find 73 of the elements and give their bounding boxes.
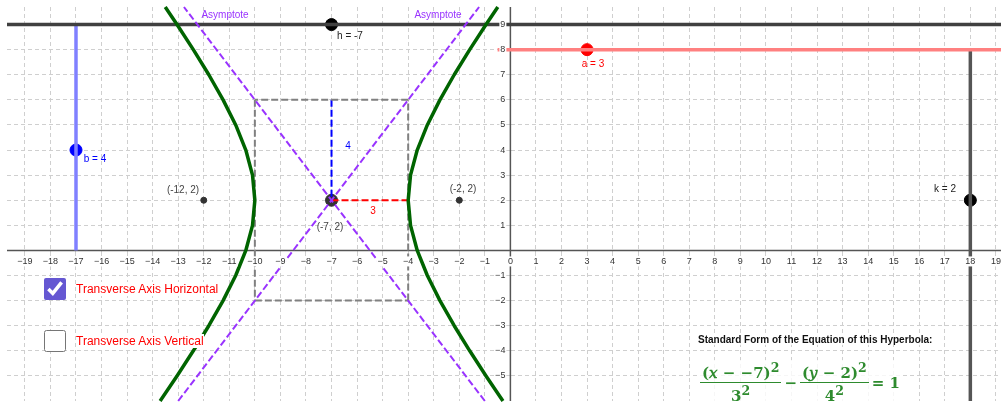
x-tick-label: 15 bbox=[888, 255, 899, 266]
y-tick-label: 5 bbox=[500, 119, 506, 130]
x-tick-label: −10 bbox=[247, 255, 263, 266]
x-tick-label: 8 bbox=[712, 255, 718, 266]
y-tick-label: −4 bbox=[495, 345, 506, 356]
x-tick-label: 17 bbox=[939, 255, 950, 266]
annotation: h = -7 bbox=[337, 29, 364, 41]
annotation: 3$^{2}$ bbox=[731, 383, 751, 405]
x-tick-label: 13 bbox=[837, 255, 848, 266]
annotation: (𝑥 − −7)$^{2}$ bbox=[700, 360, 782, 383]
x-tick-label: −6 bbox=[351, 255, 363, 266]
y-tick-label: −1 bbox=[495, 270, 506, 281]
annotation: (-7, 2) bbox=[316, 220, 344, 232]
x-tick-label: −9 bbox=[275, 255, 286, 266]
x-tick-label: −14 bbox=[145, 255, 161, 266]
x-tick-label: −3 bbox=[428, 255, 439, 266]
annotation: b = 4 bbox=[83, 152, 107, 164]
annotation: (-2, 2) bbox=[449, 182, 477, 194]
y-tick-label: 6 bbox=[500, 94, 506, 105]
annotation: Asymptote bbox=[414, 8, 463, 20]
x-tick-label: −8 bbox=[300, 255, 312, 266]
x-tick-label: 6 bbox=[661, 255, 667, 266]
x-tick-label: 1 bbox=[533, 255, 539, 266]
x-tick-label: 18 bbox=[965, 255, 976, 266]
x-tick-label: 0 bbox=[507, 255, 513, 266]
annotation: 4$^{2}$ bbox=[824, 383, 844, 405]
y-tick-label: 4 bbox=[500, 144, 506, 155]
y-tick-label: 1 bbox=[500, 219, 506, 230]
y-tick-label: 2 bbox=[500, 194, 506, 205]
x-tick-label: 19 bbox=[990, 255, 1001, 266]
annotation: Asymptote bbox=[201, 8, 250, 20]
annotation: (-12, 2) bbox=[166, 183, 200, 195]
x-tick-label: −7 bbox=[326, 255, 337, 266]
x-tick-label: 11 bbox=[786, 255, 797, 266]
x-tick-label: 12 bbox=[812, 255, 823, 266]
annotation: Standard Form of the Equation of this Hyperbola: bbox=[698, 334, 933, 345]
y-tick-label: −3 bbox=[495, 320, 506, 331]
y-tick-label: 3 bbox=[500, 169, 506, 180]
annotation: = 1 bbox=[871, 373, 901, 392]
x-tick-label: 16 bbox=[914, 255, 925, 266]
x-tick-label: −19 bbox=[17, 255, 33, 266]
x-tick-label: −4 bbox=[403, 255, 414, 266]
annotation: 3 bbox=[370, 204, 377, 216]
annotation: (𝑦 − 2)$^{2}$ bbox=[799, 360, 869, 383]
x-tick-label: 4 bbox=[610, 255, 616, 266]
x-tick-label: −11 bbox=[222, 255, 237, 266]
x-tick-label: −16 bbox=[93, 255, 110, 266]
y-tick-label: 8 bbox=[500, 44, 506, 55]
x-tick-label: 10 bbox=[760, 255, 771, 266]
x-tick-label: −18 bbox=[42, 255, 59, 266]
x-tick-label: −17 bbox=[68, 255, 84, 266]
y-tick-label: 9 bbox=[500, 19, 506, 30]
x-tick-label: −2 bbox=[454, 255, 465, 266]
annotation: a = 3 bbox=[581, 57, 605, 69]
x-tick-label: 3 bbox=[584, 255, 590, 266]
x-tick-label: −5 bbox=[377, 255, 388, 266]
x-tick-label: 9 bbox=[737, 255, 743, 266]
x-tick-label: −13 bbox=[170, 255, 186, 266]
y-tick-label: 7 bbox=[500, 69, 506, 80]
annotation: 4 bbox=[345, 139, 352, 151]
annotation: − bbox=[784, 373, 797, 392]
x-tick-label: 2 bbox=[558, 255, 564, 266]
annotation: k = 2 bbox=[934, 182, 957, 194]
annotation: Transverse Axis Horizontal bbox=[76, 282, 219, 296]
x-tick-label: −12 bbox=[196, 255, 212, 266]
x-tick-label: −15 bbox=[119, 255, 135, 266]
x-tick-label: −1 bbox=[479, 255, 490, 266]
x-tick-label: 5 bbox=[635, 255, 641, 266]
x-tick-label: 14 bbox=[863, 255, 874, 266]
y-tick-label: −2 bbox=[495, 295, 506, 306]
y-tick-label: −5 bbox=[495, 370, 506, 381]
x-tick-label: 7 bbox=[686, 255, 692, 266]
annotation: Transverse Axis Vertical bbox=[76, 334, 204, 348]
